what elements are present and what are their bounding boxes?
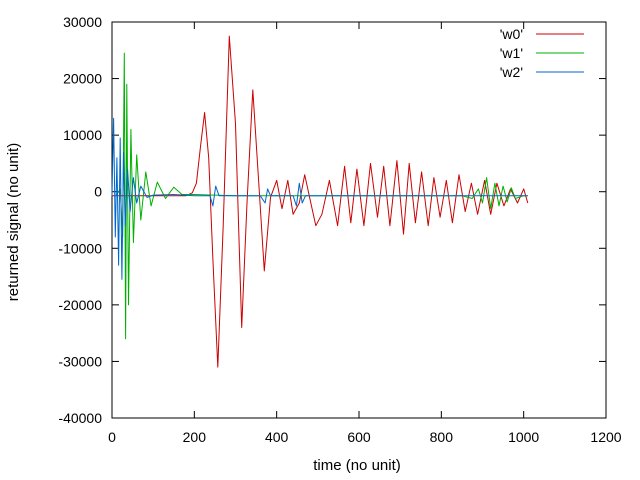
x-tick-label: 200 [183,429,207,445]
x-tick-label: 1000 [508,429,539,445]
x-tick-label: 800 [430,429,454,445]
y-tick-label: 30000 [63,14,102,30]
legend-label: 'w1' [500,45,523,61]
x-tick-label: 1200 [590,429,621,445]
legend: 'w0' 'w1' 'w2' [500,26,584,80]
y-axis-label: returned signal (no unit) [5,143,22,301]
y-tick-label: 20000 [63,71,102,87]
y-axis: -40000 -30000 -20000 -10000 0 10000 20000 30000 [58,14,606,426]
legend-label: 'w0' [500,26,523,42]
x-tick-label: 0 [108,429,116,445]
series-line-2 [111,117,528,280]
series-line-0 [112,35,529,368]
y-tick-label: -10000 [58,240,102,256]
y-tick-label: -40000 [58,410,102,426]
y-tick-label: 0 [94,184,102,200]
legend-label: 'w2' [500,64,523,80]
x-axis-label: time (no unit) [313,457,401,474]
x-axis: 0 200 400 600 800 1000 1200 [108,22,622,445]
y-tick-label: -20000 [58,297,102,313]
x-tick-label: 400 [265,429,289,445]
y-tick-label: -30000 [58,353,102,369]
y-tick-label: 10000 [63,127,102,143]
x-tick-label: 600 [347,429,371,445]
series-layer [111,35,529,368]
plot-frame [111,21,607,419]
